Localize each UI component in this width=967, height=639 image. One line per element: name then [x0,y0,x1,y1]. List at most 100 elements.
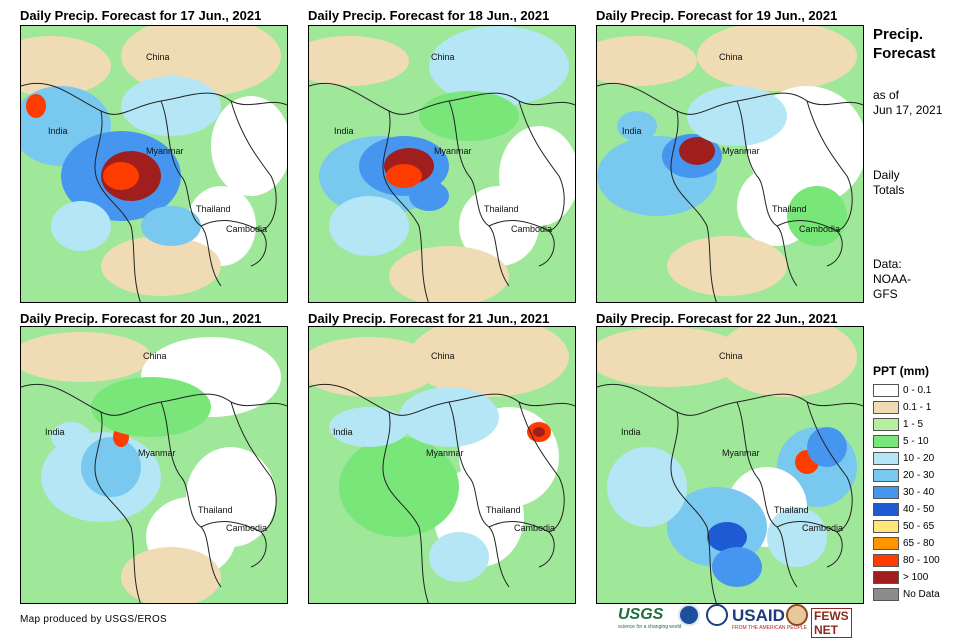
precip-region [697,26,857,91]
precip-region [607,447,687,527]
country-boundary [200,521,267,568]
precip-region [81,437,141,497]
label-china: China [719,52,743,62]
precip-region [329,196,409,256]
legend-label: > 100 [903,571,929,583]
label-thailand: Thailand [772,204,807,214]
precip-region [389,246,509,302]
legend-label: 10 - 20 [903,452,935,464]
precip-region [617,111,657,141]
country-boundary [160,401,222,588]
precip-region [309,36,409,86]
precip-field-5 [309,327,575,603]
label-india: India [334,126,354,136]
country-boundary [518,100,565,232]
precip-region [807,427,847,467]
country-boundary [806,100,853,232]
country-boundary [309,82,575,115]
as-of-line2: Jun 17, 2021 [873,103,943,117]
precip-region [597,36,697,86]
label-china: China [431,351,455,361]
precip-region [533,427,545,437]
country-boundary [776,220,843,267]
precip-region [459,186,539,266]
country-boundary [488,521,555,568]
legend-label: 65 - 80 [903,537,935,549]
legend-item: 0.1 - 1 [873,399,931,415]
precip-region [101,236,221,296]
precip-region [429,532,489,582]
legend-label: 0.1 - 1 [903,401,932,413]
legend-swatch [873,468,899,482]
legend-item: 5 - 10 [873,433,929,449]
label-india: India [622,126,642,136]
legend-item: 40 - 50 [873,501,934,517]
precip-region [386,164,422,188]
legend-label: 5 - 10 [903,435,929,447]
label-thailand: Thailand [774,505,809,515]
label-cambodia: Cambodia [511,224,553,234]
legend-swatch [873,451,899,465]
legend-label: 30 - 40 [903,486,935,498]
totals-line2: Totals [873,183,905,197]
country-boundary [21,82,287,115]
legend-item: No Data [873,586,940,602]
country-boundary [736,100,798,287]
usgs-logo: USGS [618,606,664,623]
precip-region [707,522,747,552]
label-china: China [146,52,170,62]
legend-swatch [873,536,899,550]
country-boundary [488,220,555,267]
forecast-map-2: China India Myanmar Thailand Cambodia [308,25,576,303]
label-china: China [143,351,167,361]
legend-label: 80 - 100 [903,554,940,566]
country-boundary [597,383,863,416]
legend-item: 65 - 80 [873,535,934,551]
country-boundary [94,110,141,302]
noaa-seal-icon [678,604,700,626]
country-boundary [448,401,510,588]
label-thailand: Thailand [486,505,521,515]
data-source-note: Data: NOAA- GFS [873,257,911,302]
label-thailand: Thailand [196,204,231,214]
precip-region [419,91,519,141]
country-boundary [518,401,565,533]
precip-region [103,162,139,190]
forecast-map-3: China India Myanmar Thailand Cambodia [596,25,864,303]
label-myanmar: Myanmar [722,146,760,156]
precip-region [787,186,847,246]
totals-line1: Daily [873,168,900,182]
country-boundary [309,383,575,416]
legend-item: 50 - 65 [873,518,934,534]
legend-label: 40 - 50 [903,503,935,515]
label-china: China [431,52,455,62]
legend-swatch [873,519,899,533]
forecast-map-1: China India Myanmar Thailand Cambodia [20,25,288,303]
as-of-line1: as of [873,88,900,102]
precip-region [91,377,211,437]
sidebar-title-line1: Precip. [873,26,924,43]
legend-item: 20 - 30 [873,467,934,483]
label-india: India [621,427,641,437]
fews-net-logo: FEWS NET [811,608,852,638]
country-boundary [736,401,798,588]
legend-swatch [873,434,899,448]
precip-region [21,36,111,96]
precip-region [717,327,857,397]
country-boundary [670,110,717,302]
country-boundary [382,411,429,603]
forecast-map-5: China India Myanmar Thailand Cambodia [308,326,576,604]
precip-region [309,337,439,397]
panel-title-6: Daily Precip. Forecast for 22 Jun., 2021 [596,311,838,326]
precip-field-3 [597,26,863,302]
label-cambodia: Cambodia [802,523,844,533]
legend-swatch [873,502,899,516]
precip-region [712,547,762,587]
legend-swatch [873,417,899,431]
label-myanmar: Myanmar [434,146,472,156]
precip-field-2 [309,26,575,302]
precip-region [211,96,287,196]
legend-swatch [873,553,899,567]
country-boundary [94,411,141,603]
country-boundary [448,100,510,287]
